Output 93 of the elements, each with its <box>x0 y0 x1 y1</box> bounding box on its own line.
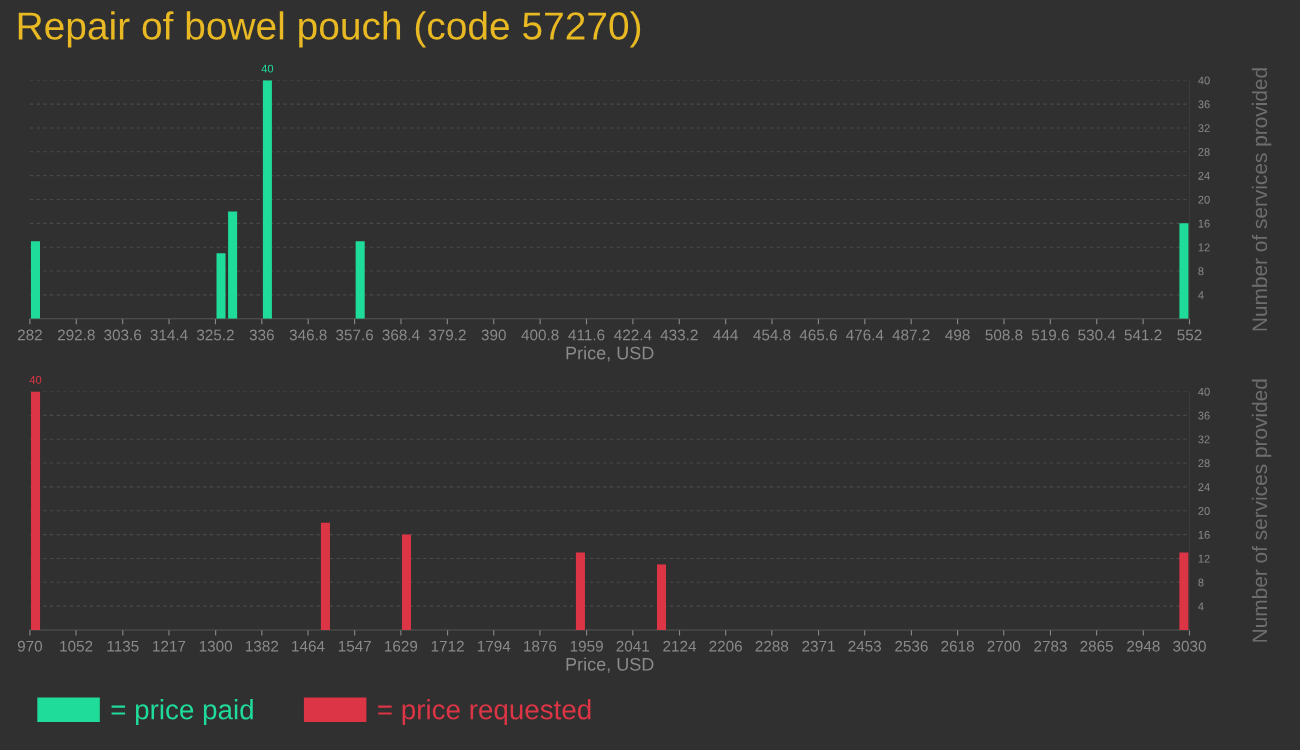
y-tick-label: 32 <box>1198 435 1210 444</box>
bar <box>575 552 585 630</box>
x-tick-label: 282 <box>17 329 42 341</box>
x-tick-label: 3030 <box>1173 640 1206 652</box>
x-tick-label: 444 <box>713 329 738 341</box>
x-tick-label: 1876 <box>524 640 557 652</box>
x-tick-label: 390 <box>481 329 506 341</box>
y-tick-label: 20 <box>1198 195 1210 204</box>
x-tick-label: 1135 <box>107 640 139 652</box>
bar <box>228 211 238 319</box>
x-tick-label: 336 <box>249 329 274 341</box>
y-tick-label: 8 <box>1198 578 1204 587</box>
y-tick-label: 36 <box>1198 411 1210 420</box>
x-tick-label: 368.4 <box>382 329 420 341</box>
x-tick-label: 2700 <box>987 640 1021 652</box>
x-tick-label: 2536 <box>895 640 928 652</box>
x-tick-label: 303.6 <box>104 329 142 341</box>
x-tick-label: 1217 <box>153 640 186 652</box>
y-tick-label: 12 <box>1198 243 1210 252</box>
y-tick-label: 32 <box>1198 124 1210 133</box>
x-tick-label: 422.4 <box>614 329 652 341</box>
x-tick-label: 325.2 <box>196 329 234 341</box>
x-tick-label: 552 <box>1177 329 1202 341</box>
bar <box>216 253 226 319</box>
x-tick-label: 411.6 <box>568 329 605 341</box>
x-tick-label: 2288 <box>755 640 789 652</box>
x-tick-label: 2865 <box>1080 640 1113 652</box>
bar <box>30 241 41 319</box>
bar <box>320 522 330 630</box>
y-tick-label: 12 <box>1198 554 1210 563</box>
x-tick-label: 292.8 <box>57 329 95 341</box>
x-tick-label: 454.8 <box>753 329 791 341</box>
x-tick-label: 476.4 <box>846 329 884 341</box>
x-tick-label: 2948 <box>1127 640 1160 652</box>
y-tick-label: 24 <box>1198 483 1210 491</box>
x-tick-label: 487.2 <box>892 329 930 341</box>
y-tick-label: 4 <box>1198 291 1204 299</box>
data-label: 40 <box>261 64 274 73</box>
x-tick-label: 1382 <box>245 640 279 652</box>
x-tick-label: 433.2 <box>660 329 698 341</box>
x-tick-label: 1959 <box>570 640 603 652</box>
bar <box>1179 223 1189 319</box>
x-tick-label: 1300 <box>199 640 233 652</box>
y-tick-label: 24 <box>1198 171 1210 180</box>
bar <box>355 241 365 319</box>
x-tick-label: 519.6 <box>1031 329 1069 341</box>
y-tick-label: 16 <box>1198 530 1210 539</box>
y-tick-label: 28 <box>1198 148 1210 156</box>
bar <box>31 391 41 630</box>
x-tick-label: 465.6 <box>799 329 837 341</box>
data-label: 40 <box>29 375 42 384</box>
x-tick-label: 498 <box>945 329 970 341</box>
x-tick-label: 2783 <box>1034 640 1067 652</box>
x-tick-label: 346.8 <box>289 329 327 341</box>
x-tick-label: 1547 <box>338 640 371 652</box>
x-tick-label: 1629 <box>385 640 418 652</box>
legend-label: = price paid <box>111 699 253 725</box>
x-tick-label: 400.8 <box>521 329 559 341</box>
x-tick-label: 2124 <box>663 640 697 652</box>
bar <box>656 564 667 630</box>
y-axis-title: Number of services provided <box>1251 68 1272 331</box>
x-axis-title: Price, USD <box>566 657 654 673</box>
y-tick-label: 8 <box>1198 267 1204 276</box>
x-tick-label: 314.4 <box>150 329 188 341</box>
y-tick-label: 36 <box>1198 100 1210 109</box>
x-tick-label: 2371 <box>802 640 835 652</box>
x-tick-label: 379.2 <box>428 329 466 341</box>
y-tick-label: 28 <box>1198 459 1210 468</box>
x-tick-label: 1052 <box>60 640 93 652</box>
y-tick-label: 16 <box>1198 219 1210 228</box>
x-tick-label: 1794 <box>477 640 511 652</box>
chart-title: Repair of bowel pouch (code 57270) <box>18 11 641 48</box>
x-tick-label: 508.8 <box>985 329 1023 341</box>
x-tick-label: 1712 <box>431 640 464 652</box>
x-tick-label: 357.6 <box>336 329 374 341</box>
y-tick-label: 40 <box>1198 387 1210 396</box>
bar <box>262 80 272 319</box>
y-tick-label: 40 <box>1198 76 1210 85</box>
x-tick-label: 2041 <box>616 640 650 652</box>
x-tick-label: 2618 <box>941 640 974 652</box>
x-axis-title: Price, USD <box>566 346 654 362</box>
bar <box>1179 552 1189 630</box>
x-tick-label: 1464 <box>292 640 325 652</box>
bar <box>401 534 412 630</box>
legend-label: = price requested <box>378 699 591 725</box>
x-tick-label: 2206 <box>709 640 742 652</box>
y-axis-title: Number of services provided <box>1251 379 1272 642</box>
y-tick-label: 4 <box>1198 602 1204 611</box>
x-tick-label: 530.4 <box>1078 329 1116 341</box>
x-tick-label: 541.2 <box>1124 329 1162 341</box>
x-tick-label: 2453 <box>848 640 882 652</box>
x-tick-label: 970 <box>17 640 43 652</box>
y-tick-label: 20 <box>1198 507 1210 515</box>
